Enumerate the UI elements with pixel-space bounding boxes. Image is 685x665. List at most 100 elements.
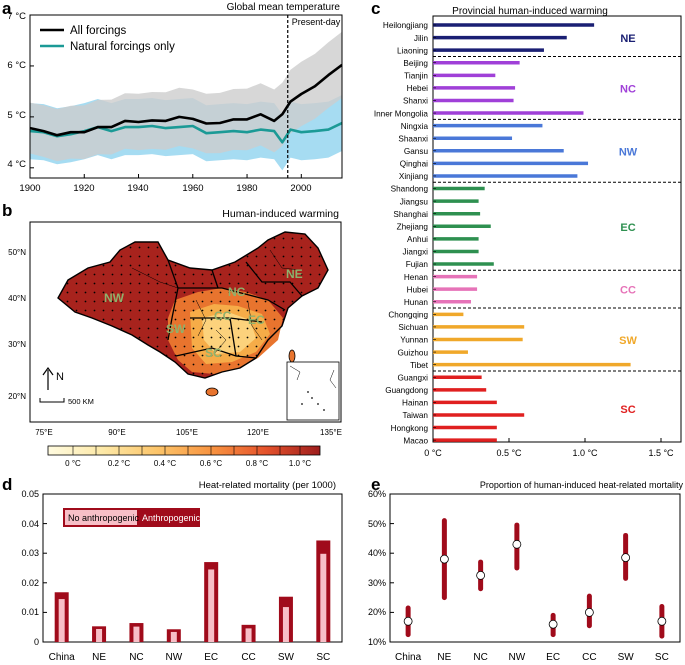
present-day-label: Present-day <box>292 17 341 27</box>
province-label-heilongjiang: Heilongjiang <box>383 21 429 30</box>
province-label-henan: Henan <box>404 273 429 282</box>
region-label-nc: NC <box>620 83 636 95</box>
panel-d: d Heat-related mortality (per 1000) No a… <box>2 475 343 663</box>
province-label-fujian: Fujian <box>406 260 429 269</box>
province-label-qinghai: Qinghai <box>400 160 428 169</box>
d-xlabel-ec: EC <box>204 652 218 663</box>
a-ytick-7: 7 °C <box>7 11 26 22</box>
scale-label: 500 KM <box>68 397 94 406</box>
region-label-cc: CC <box>620 285 636 297</box>
bar-no-anthropogenic-sw <box>282 607 289 642</box>
map-label-ec: EC <box>248 313 265 327</box>
province-label-jiangxi: Jiangxi <box>403 248 429 257</box>
lat-30n: 30°N <box>8 340 26 349</box>
e-ytick-20: 20% <box>368 607 386 617</box>
legend-all-forcings: All forcings <box>70 25 126 37</box>
region-label-ne: NE <box>620 33 635 45</box>
north-arrow: N <box>42 366 64 390</box>
cbar-0-2: 0.2 °C <box>108 459 131 468</box>
d-ytick-0-04: 0.04 <box>21 519 39 529</box>
c-xtick-0-5: 0.5 °C <box>496 448 522 458</box>
map-label-sc: SC <box>205 346 222 360</box>
bar-no-anthropogenic-cc <box>245 628 252 642</box>
province-borders <box>131 249 301 355</box>
province-label-anhui: Anhui <box>407 235 428 244</box>
e-xlabel-ec: EC <box>546 652 560 663</box>
province-label-shaanxi: Shaanxi <box>398 134 428 143</box>
province-label-gansu: Gansu <box>404 147 429 156</box>
e-xlabel-sc: SC <box>655 652 669 663</box>
median-point-sc <box>657 616 667 626</box>
panel-a-title: Global mean temperature <box>227 2 341 13</box>
e-xlabel-nc: NC <box>473 652 487 663</box>
median-point-cc <box>584 608 594 617</box>
panel-c-frame <box>432 15 682 443</box>
scale-bar-line <box>39 398 65 403</box>
region-label-sc: SC <box>620 404 635 416</box>
lat-50n: 50°N <box>8 248 26 257</box>
a-ytick-6: 6 °C <box>7 60 26 71</box>
median-point-china <box>403 616 413 626</box>
province-label-hunan: Hunan <box>404 298 429 307</box>
north-label: N <box>56 371 64 383</box>
e-xlabel-china: China <box>395 652 422 663</box>
colorbar-dividers <box>72 446 301 455</box>
cbar-0-8: 0.8 °C <box>246 459 269 468</box>
significance-stippling <box>57 231 329 379</box>
c-xtick-0: 0 °C <box>424 448 442 458</box>
colorbar-labels: 0 °C 0.2 °C 0.4 °C 0.6 °C 0.8 °C 1.0 °C <box>65 459 311 468</box>
c-xtick-1-5: 1.5 °C <box>648 448 674 458</box>
d-ylabels: 0.05 0.04 0.03 0.02 0.01 0 <box>21 489 39 647</box>
d-xlabel-cc: CC <box>241 652 255 663</box>
bar-no-anthropogenic-sc <box>320 553 327 642</box>
c-xtick-1-0: 1.0 °C <box>572 448 598 458</box>
lat-20n: 20°N <box>8 392 26 401</box>
legend-no-anthropogenic-swatch <box>65 510 137 525</box>
e-ytick-40: 40% <box>368 548 386 558</box>
d-xlabel-sw: SW <box>278 652 295 663</box>
map-region-labels: NE NC NW SW CC EC SC <box>104 267 303 360</box>
bar-no-anthropogenic-nc <box>133 626 140 642</box>
scale-bar: 500 KM <box>39 397 94 406</box>
a-xtick-1960: 1960 <box>182 183 203 194</box>
colorbar: 0 °C 0.2 °C 0.4 °C 0.6 °C 0.8 °C 1.0 °C <box>47 445 321 468</box>
all-forcings-line <box>30 63 342 137</box>
e-ytick-30: 30% <box>368 578 386 588</box>
province-label-tibet: Tibet <box>410 361 429 370</box>
panel-b: b Human-induced warming <box>2 201 342 468</box>
province-label-tianjin: Tianjin <box>404 72 428 81</box>
region-label-sw: SW <box>619 335 637 347</box>
panel-a-frame <box>29 14 343 179</box>
panel-c-title: Provincial human-induced warming <box>452 6 608 17</box>
province-label-zhejiang: Zhejiang <box>397 222 429 231</box>
e-ytick-60: 60% <box>368 489 386 499</box>
region-label-ec: EC <box>620 222 635 234</box>
panel-letter-c: c <box>371 0 380 18</box>
map-lon-labels: 75°E 90°E 105°E 120°E 135°E <box>35 428 342 437</box>
hainan-island <box>205 387 219 397</box>
map-label-cc: CC <box>214 309 232 323</box>
province-label-hongkong: Hongkong <box>391 424 429 433</box>
cbar-0-6: 0.6 °C <box>200 459 223 468</box>
map-lat-labels: 50°N 40°N 30°N 20°N <box>8 248 26 401</box>
province-label-taiwan: Taiwan <box>403 411 429 420</box>
panel-e-title: Proportion of human-induced heat-related… <box>480 480 684 490</box>
province-label-shanghai: Shanghai <box>393 210 428 219</box>
inset-islands <box>289 365 337 412</box>
e-xlabel-ne: NE <box>437 652 451 663</box>
e-xlabel-nw: NW <box>509 652 526 663</box>
province-label-chongqing: Chongqing <box>388 311 428 320</box>
map-label-sw: SW <box>166 322 186 336</box>
e-ylabels: 60% 50% 40% 30% 20% 10% <box>368 489 386 647</box>
a-xtick-1980: 1980 <box>236 183 257 194</box>
province-label-beijing: Beijing <box>403 59 428 68</box>
panel-d-frame <box>42 493 343 643</box>
median-point-ec <box>548 619 558 629</box>
panel-a-legend: All forcings Natural forcings only <box>40 25 175 53</box>
south-china-sea-inset <box>286 361 340 421</box>
legend-no-anthropogenic: No anthropogenic <box>68 513 140 523</box>
province-label-ningxia: Ningxia <box>401 122 429 131</box>
taiwan-island <box>288 349 296 363</box>
bar-no-anthropogenic-china <box>58 599 65 642</box>
lon-120e: 120°E <box>247 428 269 437</box>
